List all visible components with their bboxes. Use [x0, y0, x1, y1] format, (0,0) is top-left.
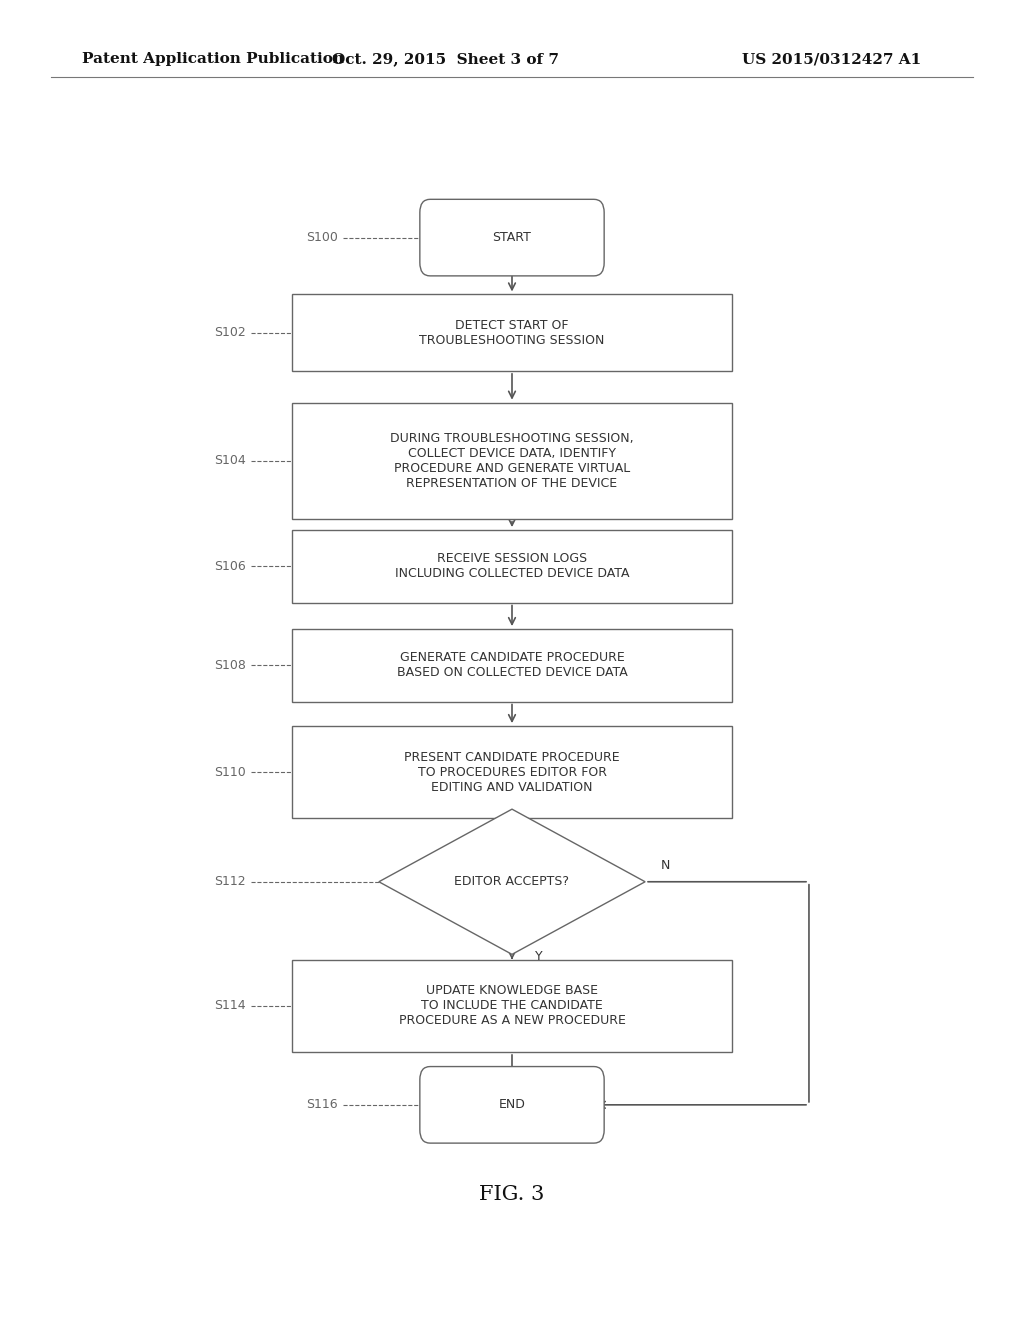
FancyBboxPatch shape	[292, 630, 732, 702]
FancyBboxPatch shape	[292, 529, 732, 602]
Text: RECEIVE SESSION LOGS
INCLUDING COLLECTED DEVICE DATA: RECEIVE SESSION LOGS INCLUDING COLLECTED…	[394, 552, 630, 581]
Text: S102: S102	[214, 326, 246, 339]
Polygon shape	[379, 809, 645, 954]
Text: US 2015/0312427 A1: US 2015/0312427 A1	[742, 53, 922, 66]
Text: UPDATE KNOWLEDGE BASE
TO INCLUDE THE CANDIDATE
PROCEDURE AS A NEW PROCEDURE: UPDATE KNOWLEDGE BASE TO INCLUDE THE CAN…	[398, 985, 626, 1027]
FancyBboxPatch shape	[292, 960, 732, 1052]
FancyBboxPatch shape	[292, 403, 732, 519]
Text: GENERATE CANDIDATE PROCEDURE
BASED ON COLLECTED DEVICE DATA: GENERATE CANDIDATE PROCEDURE BASED ON CO…	[396, 651, 628, 680]
Text: PRESENT CANDIDATE PROCEDURE
TO PROCEDURES EDITOR FOR
EDITING AND VALIDATION: PRESENT CANDIDATE PROCEDURE TO PROCEDURE…	[404, 751, 620, 793]
Text: S100: S100	[306, 231, 338, 244]
Text: N: N	[660, 859, 670, 873]
FancyBboxPatch shape	[292, 726, 732, 818]
Text: Y: Y	[535, 950, 542, 964]
Text: DETECT START OF
TROUBLESHOOTING SESSION: DETECT START OF TROUBLESHOOTING SESSION	[419, 318, 605, 347]
Text: S108: S108	[214, 659, 246, 672]
Text: START: START	[493, 231, 531, 244]
Text: EDITOR ACCEPTS?: EDITOR ACCEPTS?	[455, 875, 569, 888]
Text: FIG. 3: FIG. 3	[479, 1185, 545, 1204]
Text: S110: S110	[214, 766, 246, 779]
Text: S104: S104	[214, 454, 246, 467]
Text: Oct. 29, 2015  Sheet 3 of 7: Oct. 29, 2015 Sheet 3 of 7	[332, 53, 559, 66]
Text: S112: S112	[214, 875, 246, 888]
FancyBboxPatch shape	[420, 199, 604, 276]
Text: S116: S116	[306, 1098, 338, 1111]
Text: DURING TROUBLESHOOTING SESSION,
COLLECT DEVICE DATA, IDENTIFY
PROCEDURE AND GENE: DURING TROUBLESHOOTING SESSION, COLLECT …	[390, 432, 634, 490]
Text: Patent Application Publication: Patent Application Publication	[82, 53, 344, 66]
Text: END: END	[499, 1098, 525, 1111]
Text: S114: S114	[214, 999, 246, 1012]
FancyBboxPatch shape	[420, 1067, 604, 1143]
Text: S106: S106	[214, 560, 246, 573]
FancyBboxPatch shape	[292, 294, 732, 371]
